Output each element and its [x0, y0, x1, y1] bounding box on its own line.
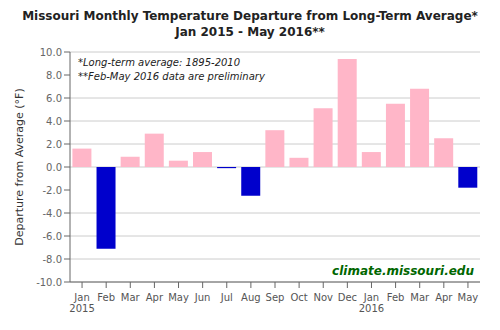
svg-text:Jan2016: Jan2016 [359, 292, 384, 314]
svg-text:Mar: Mar [121, 292, 141, 303]
html-text:climate.missouri.edu: climate.missouri.edu [332, 264, 474, 278]
svg-text:Aug: Aug [241, 292, 261, 303]
svg-text:Nov: Nov [313, 292, 333, 303]
html-text:**Feb-May 2016 data are prelim: **Feb-May 2016 data are preliminary [78, 71, 265, 82]
svg-text:4.0: 4.0 [46, 116, 62, 127]
svg-text:8.0: 8.0 [46, 70, 62, 81]
svg-text:Mar: Mar [410, 292, 430, 303]
svg-text:-8.0: -8.0 [42, 254, 62, 265]
svg-text:-2.0: -2.0 [42, 185, 62, 196]
svg-text:Sep: Sep [266, 292, 285, 303]
svg-text:10.0: 10.0 [40, 47, 62, 58]
svg-text:Jan2015: Jan2015 [69, 292, 94, 314]
svg-text:0.0: 0.0 [46, 162, 62, 173]
html-text:Jan 2015 - May 2016**: Jan 2015 - May 2016** [175, 25, 325, 39]
svg-text:Apr: Apr [146, 292, 164, 303]
svg-text:Departure from Average (°F): Departure from Average (°F) [13, 88, 26, 246]
svg-text:2.0: 2.0 [46, 139, 62, 150]
svg-text:Jul: Jul [220, 292, 233, 303]
svg-text:6.0: 6.0 [46, 93, 62, 104]
svg-text:-6.0: -6.0 [42, 231, 62, 242]
svg-text:May: May [458, 292, 479, 303]
svg-text:Feb: Feb [97, 292, 115, 303]
svg-text:Jun: Jun [194, 292, 211, 303]
svg-text:-4.0: -4.0 [42, 208, 62, 219]
svg-text:-10.0: -10.0 [36, 277, 62, 288]
html-text:*Long-term average: 1895-2010: *Long-term average: 1895-2010 [78, 57, 241, 68]
svg-text:Dec: Dec [338, 292, 357, 303]
svg-text:Feb: Feb [387, 292, 405, 303]
svg-text:May: May [168, 292, 189, 303]
svg-text:Apr: Apr [435, 292, 453, 303]
svg-text:Oct: Oct [290, 292, 307, 303]
html-text:Missouri Monthly Temperature D: Missouri Monthly Temperature Departure f… [22, 9, 478, 23]
